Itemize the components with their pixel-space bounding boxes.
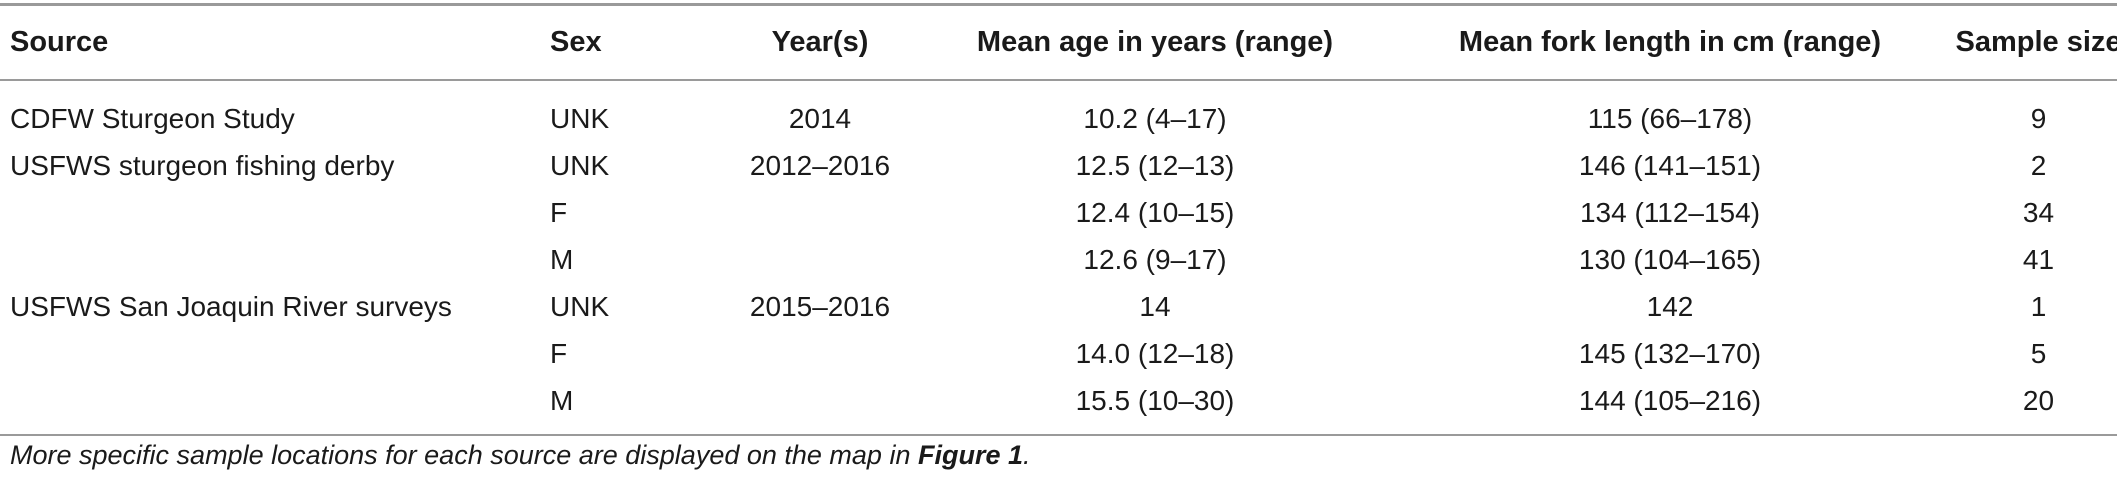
cell-mean-fork-length: 134 (112–154) bbox=[1579, 197, 1761, 228]
data-table-container: Source Sex Year(s) Mean age in years (ra… bbox=[0, 3, 2117, 436]
table-row: M 15.5 (10–30) 144 (105–216) 20 bbox=[0, 378, 2117, 435]
cell-mean-fork-length: 142 bbox=[1646, 291, 1694, 322]
header-sample-size: Sample size bbox=[1955, 25, 2117, 58]
table-body: CDFW Sturgeon Study UNK 2014 10.2 (4–17)… bbox=[0, 80, 2117, 435]
cell-sex: F bbox=[550, 197, 568, 228]
cell-mean-fork-length: 130 (104–165) bbox=[1578, 244, 1762, 275]
footnote-text: More specific sample locations for each … bbox=[10, 440, 918, 470]
table-header: Source Sex Year(s) Mean age in years (ra… bbox=[0, 4, 2117, 80]
cell-sample-size: 20 bbox=[2022, 384, 2055, 416]
sample-table: Source Sex Year(s) Mean age in years (ra… bbox=[0, 3, 2117, 436]
figure-reference: Figure 1 bbox=[917, 440, 1023, 470]
cell-mean-fork-length: 115 (66–178) bbox=[1587, 102, 1753, 134]
table-row: F 12.4 (10–15) 134 (112–154) 34 bbox=[0, 190, 2117, 237]
cell-sample-size: 9 bbox=[2030, 102, 2047, 134]
cell-source bbox=[0, 190, 550, 237]
header-source: Source bbox=[10, 25, 109, 58]
cell-mean-fork-length: 146 (141–151) bbox=[1578, 150, 1762, 181]
cell-source bbox=[0, 331, 550, 378]
cell-source: CDFW Sturgeon Study bbox=[10, 102, 295, 134]
cell-sex: M bbox=[550, 244, 574, 275]
table-row: CDFW Sturgeon Study UNK 2014 10.2 (4–17)… bbox=[0, 80, 2117, 143]
cell-sex: UNK bbox=[550, 102, 610, 134]
cell-mean-age: 14 bbox=[1139, 291, 1171, 322]
cell-mean-age: 12.6 (9–17) bbox=[1083, 244, 1227, 275]
footnote-end: . bbox=[1023, 440, 1031, 470]
header-years: Year(s) bbox=[771, 25, 869, 58]
cell-mean-age: 14.0 (12–18) bbox=[1075, 338, 1235, 369]
cell-years: 2012–2016 bbox=[749, 150, 891, 181]
cell-mean-fork-length: 144 (105–216) bbox=[1578, 384, 1762, 416]
cell-years bbox=[720, 331, 920, 378]
header-mean-fork-length: Mean fork length in cm (range) bbox=[1458, 25, 1882, 58]
cell-sample-size: 1 bbox=[2030, 291, 2047, 322]
cell-sample-size: 5 bbox=[2030, 338, 2047, 369]
cell-years: 2015–2016 bbox=[749, 291, 891, 322]
header-mean-age: Mean age in years (range) bbox=[976, 25, 1334, 58]
cell-years bbox=[720, 378, 920, 435]
table-row: M 12.6 (9–17) 130 (104–165) 41 bbox=[0, 237, 2117, 284]
header-row: Source Sex Year(s) Mean age in years (ra… bbox=[0, 4, 2117, 80]
cell-source: USFWS sturgeon fishing derby bbox=[10, 150, 395, 181]
cell-sample-size: 2 bbox=[2030, 150, 2047, 181]
cell-mean-fork-length: 145 (132–170) bbox=[1578, 338, 1762, 369]
cell-years bbox=[720, 190, 920, 237]
table-footnote: More specific sample locations for each … bbox=[10, 440, 1031, 471]
table-row: USFWS sturgeon fishing derby UNK 2012–20… bbox=[0, 143, 2117, 190]
cell-mean-age: 10.2 (4–17) bbox=[1083, 102, 1227, 134]
cell-sex: UNK bbox=[550, 291, 610, 322]
cell-mean-age: 12.4 (10–15) bbox=[1075, 197, 1235, 228]
cell-years bbox=[720, 237, 920, 284]
cell-mean-age: 15.5 (10–30) bbox=[1075, 384, 1235, 416]
cell-source bbox=[0, 237, 550, 284]
cell-sample-size: 41 bbox=[2022, 244, 2055, 275]
cell-sex: UNK bbox=[550, 150, 610, 181]
cell-sex: F bbox=[550, 338, 568, 369]
cell-sex: M bbox=[550, 384, 574, 416]
cell-mean-age: 12.5 (12–13) bbox=[1075, 150, 1235, 181]
cell-years: 2014 bbox=[788, 102, 852, 134]
table-row: F 14.0 (12–18) 145 (132–170) 5 bbox=[0, 331, 2117, 378]
cell-sample-size: 34 bbox=[2022, 197, 2055, 228]
cell-source: USFWS San Joaquin River surveys bbox=[10, 291, 452, 322]
header-sex: Sex bbox=[550, 25, 602, 58]
cell-source bbox=[0, 378, 550, 435]
table-row: USFWS San Joaquin River surveys UNK 2015… bbox=[0, 284, 2117, 331]
